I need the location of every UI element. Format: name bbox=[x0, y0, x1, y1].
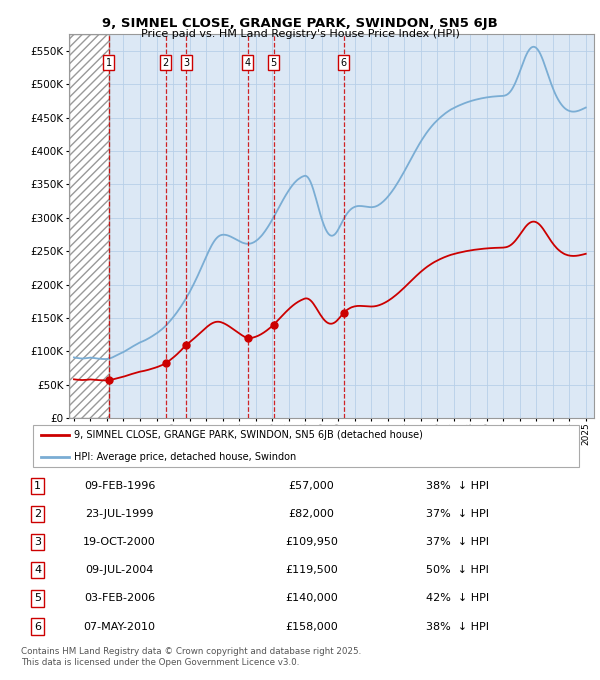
Text: 09-JUL-2004: 09-JUL-2004 bbox=[85, 565, 154, 575]
Text: 4: 4 bbox=[245, 58, 251, 68]
Text: 9, SIMNEL CLOSE, GRANGE PARK, SWINDON, SN5 6JB: 9, SIMNEL CLOSE, GRANGE PARK, SWINDON, S… bbox=[102, 17, 498, 30]
Text: Contains HM Land Registry data © Crown copyright and database right 2025.
This d: Contains HM Land Registry data © Crown c… bbox=[21, 647, 361, 667]
Text: 2: 2 bbox=[34, 509, 41, 519]
Text: £158,000: £158,000 bbox=[285, 622, 338, 632]
Text: Price paid vs. HM Land Registry's House Price Index (HPI): Price paid vs. HM Land Registry's House … bbox=[140, 29, 460, 39]
Text: HPI: Average price, detached house, Swindon: HPI: Average price, detached house, Swin… bbox=[74, 452, 296, 462]
Text: 07-MAY-2010: 07-MAY-2010 bbox=[83, 622, 155, 632]
Text: 37%  ↓ HPI: 37% ↓ HPI bbox=[427, 537, 490, 547]
Text: 3: 3 bbox=[183, 58, 189, 68]
Text: 6: 6 bbox=[341, 58, 347, 68]
Text: 5: 5 bbox=[34, 594, 41, 603]
Bar bbox=[69, 34, 109, 418]
Text: 9, SIMNEL CLOSE, GRANGE PARK, SWINDON, SN5 6JB (detached house): 9, SIMNEL CLOSE, GRANGE PARK, SWINDON, S… bbox=[74, 430, 423, 441]
Text: 2: 2 bbox=[163, 58, 169, 68]
Text: £119,500: £119,500 bbox=[285, 565, 338, 575]
Text: 1: 1 bbox=[106, 58, 112, 68]
Text: 19-OCT-2000: 19-OCT-2000 bbox=[83, 537, 156, 547]
Text: 38%  ↓ HPI: 38% ↓ HPI bbox=[427, 481, 490, 491]
Text: 5: 5 bbox=[271, 58, 277, 68]
Text: 09-FEB-1996: 09-FEB-1996 bbox=[84, 481, 155, 491]
Text: 42%  ↓ HPI: 42% ↓ HPI bbox=[427, 594, 490, 603]
Text: £109,950: £109,950 bbox=[285, 537, 338, 547]
Text: 50%  ↓ HPI: 50% ↓ HPI bbox=[427, 565, 490, 575]
Text: 38%  ↓ HPI: 38% ↓ HPI bbox=[427, 622, 490, 632]
Text: 1: 1 bbox=[34, 481, 41, 491]
Text: 3: 3 bbox=[34, 537, 41, 547]
Text: 23-JUL-1999: 23-JUL-1999 bbox=[85, 509, 154, 519]
Text: 4: 4 bbox=[34, 565, 41, 575]
FancyBboxPatch shape bbox=[33, 425, 579, 467]
Text: 37%  ↓ HPI: 37% ↓ HPI bbox=[427, 509, 490, 519]
Text: £140,000: £140,000 bbox=[285, 594, 338, 603]
Text: £57,000: £57,000 bbox=[289, 481, 334, 491]
Text: £82,000: £82,000 bbox=[289, 509, 334, 519]
Text: 03-FEB-2006: 03-FEB-2006 bbox=[84, 594, 155, 603]
Text: 6: 6 bbox=[34, 622, 41, 632]
